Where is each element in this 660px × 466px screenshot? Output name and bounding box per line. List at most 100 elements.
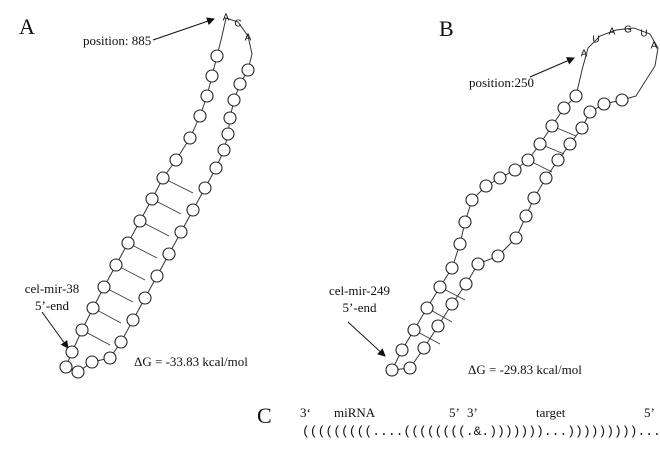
panel-c-dot-bracket: (((((((((....((((((((.&.)))))))...))))))…	[302, 424, 658, 439]
panel-b-position-label: position:250	[469, 75, 535, 90]
panel-a-nucleotide	[198, 181, 212, 195]
panel-a-delta-g: ΔG = -33.83 kcal/mol	[134, 354, 248, 369]
panel-b-loop-letter: A	[581, 49, 588, 60]
panel-b-nucleotide	[545, 119, 559, 133]
panel-b-nucleotide	[479, 179, 493, 193]
panel-a-nucleotide	[233, 77, 247, 91]
panel-a-nucleotide	[114, 335, 128, 349]
panel-b-delta-g: ΔG = -29.83 kcal/mol	[468, 362, 582, 377]
panel-b-nucleotide	[403, 361, 417, 375]
panel-b-nucleotide	[433, 280, 447, 294]
panel-a-nucleotide	[121, 236, 135, 250]
panel-b-nucleotide	[417, 341, 431, 355]
panel-a-nucleotide	[241, 63, 255, 77]
panel-b-nucleotide	[445, 261, 459, 275]
panel-b-loop-letter: U	[592, 35, 599, 46]
panel-b-nucleotide	[527, 191, 541, 205]
panel-b-nucleotide	[491, 249, 505, 263]
panel-a-nucleotide	[75, 323, 89, 337]
panel-a-nucleotide	[174, 225, 188, 239]
panel-b-nucleotide	[420, 301, 434, 315]
panel-b-nucleotide	[557, 101, 571, 115]
panel-b-nucleotide	[563, 137, 577, 151]
panel-b-hairpin	[391, 27, 659, 371]
panel-a-nucleotide	[169, 153, 183, 167]
panel-a-nucleotide	[133, 214, 147, 228]
panel-a-backbone	[65, 17, 253, 373]
panel-a-nucleotide	[59, 360, 73, 374]
panel-a-loop-letter: C	[234, 19, 241, 30]
panel-c-target-5: 5’	[644, 405, 655, 420]
panel-a-position-arrow	[152, 17, 215, 41]
panel-b-nucleotide	[395, 343, 409, 357]
panel-a-nucleotide	[200, 89, 214, 103]
panel-a-nucleotide	[71, 365, 85, 379]
panel-c-label: C	[257, 403, 272, 428]
panel-b-loop-letter: A	[651, 41, 658, 52]
panel-a-nucleotide	[145, 192, 159, 206]
panel-b-nucleotide	[508, 163, 522, 177]
panel-b-nucleotide	[583, 105, 597, 119]
panel-a-nucleotide	[162, 247, 176, 261]
panel-a-nucleotide	[217, 143, 231, 157]
panel-a-nucleotide	[221, 127, 235, 141]
panel-c-mirna-5: 5’	[449, 405, 460, 420]
panel-b-nucleotide	[385, 363, 399, 377]
panel-b-nucleotides: AUA G UA	[385, 25, 658, 377]
panel-a-label: A	[19, 14, 35, 39]
panel-b-nucleotide	[597, 97, 611, 111]
panel-b-nucleotide	[407, 323, 421, 337]
panel-a-nucleotides: ACA	[59, 13, 255, 379]
panel-a-nucleotide	[103, 351, 117, 365]
panel-b-backbone	[391, 27, 659, 371]
panel-a-nucleotide	[85, 355, 99, 369]
panel-a-mirna-name: cel-mir-38	[24, 281, 80, 296]
panel-a-nucleotide	[205, 69, 219, 83]
panel-b-loop-letter: U	[640, 29, 647, 40]
panel-b-nucleotide	[575, 121, 589, 135]
panel-b-nucleotide	[569, 89, 583, 103]
panel-b-mirna-name: cel-mir-249	[328, 283, 391, 298]
panel-a-nucleotide	[65, 345, 79, 359]
panel-a-nucleotide	[227, 93, 241, 107]
panel-b-nucleotide	[459, 277, 473, 291]
panel-a-position-label: position: 885	[83, 33, 152, 48]
panel-b-label: B	[439, 16, 454, 41]
panel-a-nucleotide	[97, 280, 111, 294]
panel-b-nucleotide	[539, 171, 553, 185]
panel-b-loop-letter: A	[609, 27, 616, 38]
panel-b-nucleotide	[465, 193, 479, 207]
panel-b-loop-letter: G	[624, 25, 632, 36]
panel-a-nucleotide	[150, 269, 164, 283]
panel-b-nucleotide	[521, 153, 535, 167]
panel-a-loop-letter: A	[223, 13, 230, 24]
panel-b-nucleotide	[493, 171, 507, 185]
panel-a-nucleotide	[223, 111, 237, 125]
panel-a-nucleotide	[210, 49, 224, 63]
panel-a-hairpin	[65, 17, 253, 373]
panel-b-nucleotide	[509, 231, 523, 245]
panel-a-nucleotide	[183, 131, 197, 145]
panel-b-nucleotide	[471, 257, 485, 271]
panel-a-nucleotide	[86, 301, 100, 315]
panel-b-nucleotide	[445, 297, 459, 311]
panel-c-mirna-3: 3‘	[300, 405, 311, 420]
panel-a-nucleotide	[126, 313, 140, 327]
panel-a-nucleotide	[186, 203, 200, 217]
panel-a-nucleotide	[156, 171, 170, 185]
panel-b-nucleotide	[453, 237, 467, 251]
panel-a-nucleotide	[193, 109, 207, 123]
panel-b-nucleotide	[551, 153, 565, 167]
panel-a-end-arrow	[41, 311, 69, 349]
panel-b-nucleotide	[458, 215, 472, 229]
panel-a-end-label: 5’-end	[35, 298, 69, 313]
panel-b-nucleotide	[533, 137, 547, 151]
panel-b-position-arrow	[529, 57, 575, 78]
panel-a-nucleotide	[138, 291, 152, 305]
panel-b-end-arrow	[347, 321, 386, 357]
panel-b-end-label: 5’-end	[342, 300, 377, 315]
panel-c-mirna-label: miRNA	[334, 405, 376, 420]
panel-b-nucleotide	[431, 319, 445, 333]
panel-a-nucleotide	[209, 161, 223, 175]
